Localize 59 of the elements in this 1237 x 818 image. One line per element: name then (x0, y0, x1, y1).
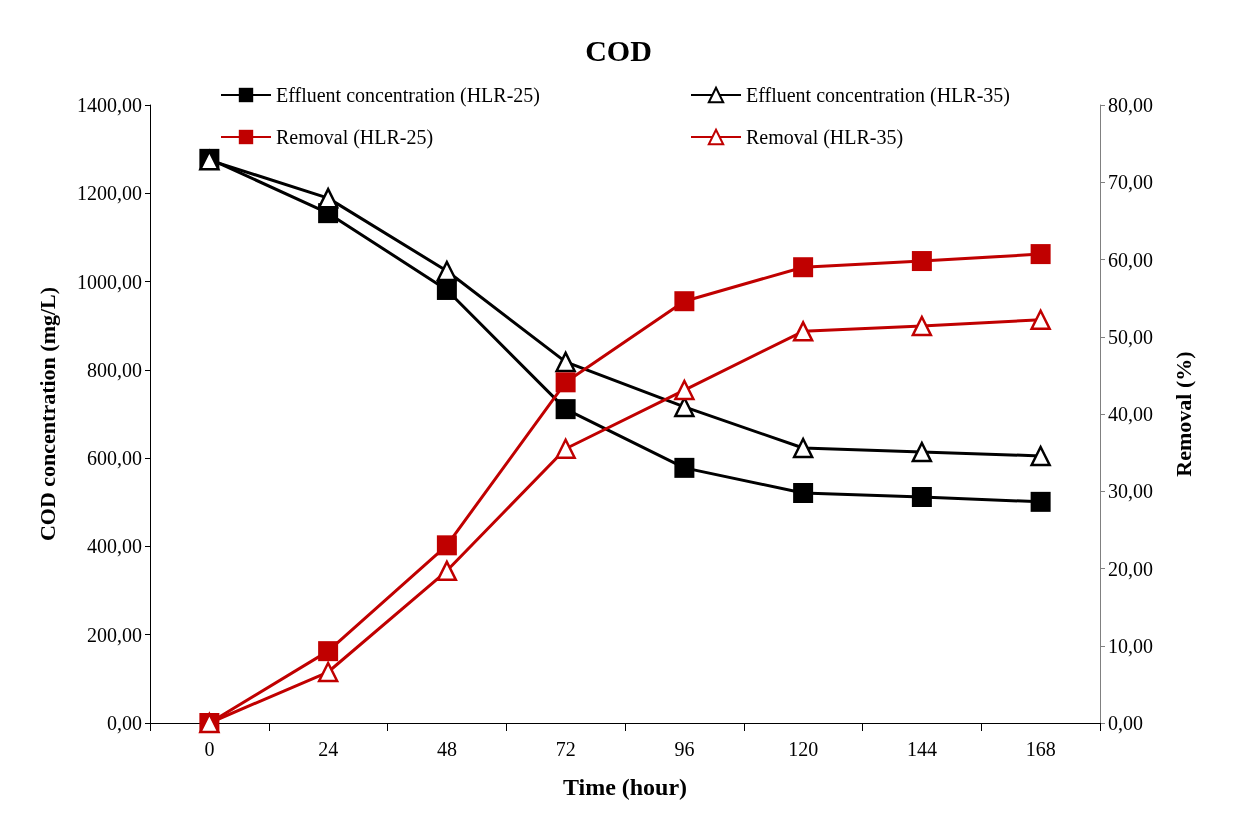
y2-tick-label: 0,00 (1108, 712, 1143, 734)
point (792, 437, 814, 459)
x-tick-label: 24 (318, 738, 339, 760)
point (555, 372, 576, 393)
y2-tick-label: 70,00 (1108, 171, 1153, 194)
legend-label: Removal (HLR-35) (746, 126, 904, 149)
legend-label: Removal (HLR-25) (276, 126, 434, 149)
point (911, 251, 932, 272)
x-tick-label: 0 (204, 738, 215, 760)
x-tick-label: 96 (674, 738, 695, 760)
y2-tick-label: 80,00 (1108, 94, 1153, 116)
chart-title: COD (585, 33, 652, 67)
legend-label: Effluent concentration (HLR-35) (746, 84, 1010, 107)
y-tick-label: 1400,00 (77, 94, 142, 116)
point (318, 641, 339, 662)
point (911, 315, 933, 337)
y-tick-label: 600,00 (87, 447, 142, 470)
y-tick-label: 200,00 (87, 623, 142, 646)
point (911, 486, 932, 507)
x-tick-label: 72 (555, 738, 576, 760)
point (793, 483, 814, 504)
legend-label: Effluent concentration (HLR-25) (276, 84, 540, 107)
point (436, 560, 458, 582)
point (555, 351, 576, 373)
point (674, 291, 695, 312)
y-tick-label: 800,00 (87, 358, 142, 381)
point (555, 399, 576, 420)
x-axis-title: Time (hour) (562, 774, 688, 800)
x-tick-label: 120 (788, 738, 819, 760)
x-tick-label: 168 (1025, 738, 1056, 760)
point (1030, 244, 1051, 265)
point (436, 279, 457, 300)
y2-tick-label: 40,00 (1108, 403, 1153, 425)
y2-tick-label: 20,00 (1108, 557, 1153, 580)
point (436, 535, 457, 556)
x-tick-label: 144 (906, 738, 937, 760)
point (793, 257, 814, 278)
y-tick-label: 1000,00 (77, 270, 142, 293)
y-tick-label: 1200,00 (77, 182, 142, 205)
point (317, 187, 339, 209)
point (674, 379, 695, 401)
point (911, 441, 933, 463)
point (1030, 309, 1051, 331)
point (436, 260, 458, 282)
point (1030, 445, 1051, 467)
point (792, 321, 814, 342)
y2-tick-label: 60,00 (1108, 248, 1153, 271)
x-tick-label: 48 (436, 738, 457, 760)
point (317, 661, 339, 683)
point (1030, 491, 1051, 512)
y-tick-label: 0,00 (107, 712, 142, 734)
y-tick-label: 400,00 (87, 535, 142, 558)
y2-tick-label: 10,00 (1108, 634, 1153, 657)
point (674, 457, 695, 478)
y2-axis-title: Removal (%) (1170, 351, 1196, 477)
y2-tick-label: 30,00 (1108, 480, 1153, 503)
y2-tick-label: 50,00 (1108, 325, 1153, 348)
point (555, 438, 576, 460)
y-axis-title: COD concentration (mg/L) (34, 286, 60, 542)
